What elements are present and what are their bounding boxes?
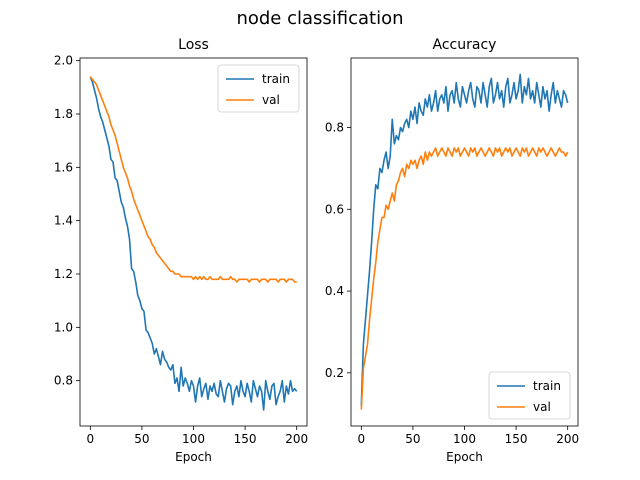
y-tick-label: 0.2 (325, 366, 344, 380)
x-axis-label: Epoch (446, 450, 483, 464)
panel-title: Loss (178, 37, 209, 53)
x-tick-label: 200 (285, 432, 308, 446)
y-tick-label: 1.6 (54, 160, 73, 174)
chart-panel-0: Loss 0 50 100 150 200 0.8 1.0 1.2 1.4 1.6 1.8 2.0 Epo… (54, 37, 308, 464)
y-tick-label: 1.4 (54, 214, 73, 228)
x-tick-label: 200 (556, 432, 579, 446)
y-tick-label: 1.2 (54, 267, 73, 281)
axes-frame (350, 57, 579, 427)
legend-label: train (262, 72, 290, 86)
x-tick-label: 0 (357, 432, 365, 446)
legend: train val (488, 371, 571, 420)
y-tick-label: 0.6 (325, 202, 344, 216)
series-line-val (360, 147, 569, 410)
series-line-train (89, 76, 298, 411)
legend-label: val (262, 93, 280, 107)
y-tick-label: 1.8 (54, 107, 73, 121)
y-tick-label: 1.0 (54, 320, 73, 334)
y-tick-label: 2.0 (54, 54, 73, 68)
panel-title: Accuracy (433, 37, 497, 53)
x-tick-label: 150 (505, 432, 528, 446)
x-tick-label: 100 (182, 432, 205, 446)
y-tick-label: 0.4 (325, 284, 344, 298)
x-tick-label: 0 (86, 432, 94, 446)
x-tick-label: 50 (405, 432, 420, 446)
x-axis-label: Epoch (175, 450, 212, 464)
chart-panel-1: Accuracy 0 50 100 150 200 0.2 0.4 0.6 0.8 Epoch tra… (325, 37, 579, 464)
axes-frame (79, 57, 308, 427)
legend-label: train (533, 379, 561, 393)
y-tick-label: 0.8 (54, 374, 73, 388)
x-tick-label: 100 (453, 432, 476, 446)
series-line-val (89, 76, 297, 283)
legend: train val (217, 64, 300, 113)
y-tick-label: 0.8 (325, 121, 344, 135)
x-tick-label: 150 (234, 432, 257, 446)
legend-label: val (533, 400, 551, 414)
x-tick-label: 50 (134, 432, 149, 446)
series-line-train (360, 73, 569, 406)
figure-title: node classification (236, 8, 403, 29)
